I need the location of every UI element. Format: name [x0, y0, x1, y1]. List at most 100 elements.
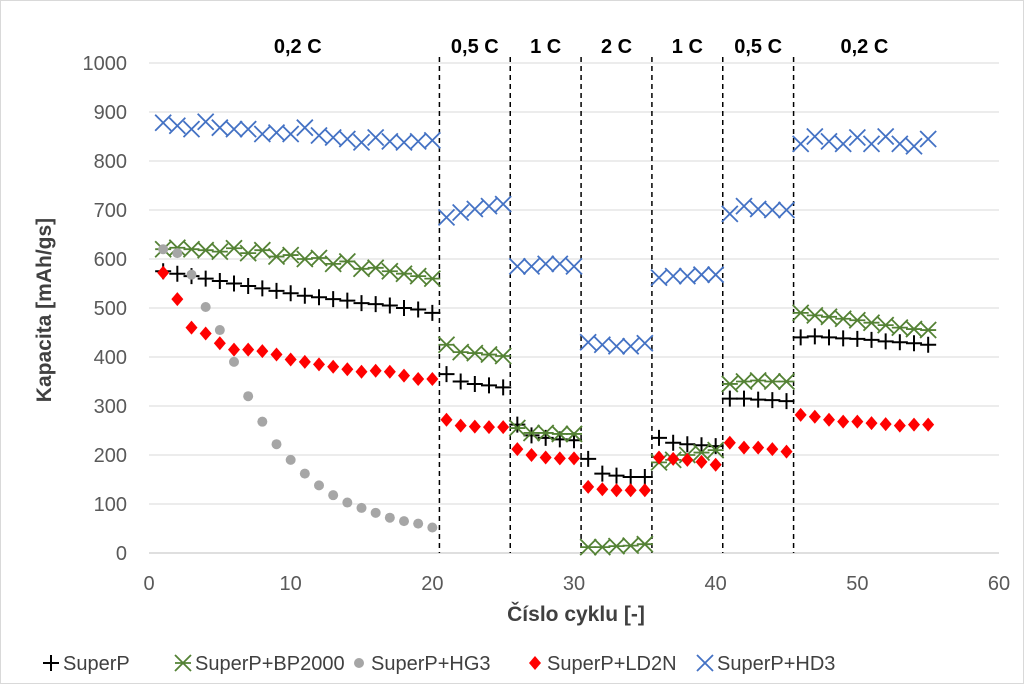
- data-point: [338, 130, 356, 148]
- data-point: [282, 125, 300, 143]
- series-superp-ld2n: [157, 265, 935, 498]
- data-point: [339, 292, 356, 309]
- data-point: [511, 442, 524, 457]
- data-point: [497, 420, 510, 435]
- data-point: [257, 416, 268, 427]
- data-point: [438, 366, 455, 383]
- data-point: [409, 132, 427, 151]
- legend-item: SuperP+BP2000: [174, 653, 345, 675]
- data-point: [763, 201, 781, 219]
- legend-label: SuperP+HG3: [371, 653, 491, 675]
- data-point: [919, 321, 937, 339]
- data-point: [525, 448, 538, 462]
- data-point: [211, 119, 229, 137]
- data-point: [695, 454, 708, 469]
- data-point: [296, 119, 314, 137]
- data-point: [651, 429, 667, 446]
- gridlines: [149, 62, 999, 554]
- data-point: [638, 483, 651, 498]
- data-point: [893, 418, 906, 433]
- data-point: [381, 262, 399, 280]
- data-point: [466, 200, 484, 218]
- data-point: [834, 135, 852, 153]
- data-point: [352, 133, 371, 152]
- rate-label: 0,5 C: [451, 36, 499, 58]
- data-point: [310, 126, 328, 145]
- data-point: [508, 419, 526, 437]
- series-superp-bp2000: [154, 239, 937, 556]
- data-point: [721, 205, 739, 223]
- data-point: [806, 328, 823, 345]
- data-point: [891, 334, 908, 351]
- data-point: [327, 359, 340, 374]
- data-point: [228, 342, 240, 357]
- data-point: [282, 285, 299, 302]
- data-point: [186, 269, 197, 280]
- data-point: [622, 537, 640, 555]
- data-point: [764, 392, 781, 409]
- data-point: [877, 333, 894, 350]
- data-point: [466, 375, 483, 392]
- y-tick-label: 1000: [83, 53, 128, 75]
- y-tick-label: 200: [94, 445, 127, 467]
- data-point: [594, 465, 611, 482]
- data-point: [423, 269, 441, 288]
- data-point: [565, 425, 583, 443]
- data-point: [721, 375, 739, 393]
- data-point: [709, 457, 722, 472]
- data-point: [226, 275, 242, 292]
- data-point: [610, 483, 623, 498]
- data-point: [229, 356, 239, 367]
- data-point: [821, 329, 837, 346]
- data-point: [749, 371, 767, 390]
- data-point: [328, 490, 339, 501]
- data-point: [721, 390, 738, 407]
- data-point: [723, 435, 736, 450]
- data-point: [423, 131, 441, 150]
- data-point: [823, 412, 835, 427]
- data-point: [367, 259, 385, 277]
- y-tick-label: 300: [94, 396, 127, 418]
- data-point: [367, 296, 384, 313]
- x-tick-label: 50: [846, 573, 868, 595]
- data-point: [381, 132, 399, 151]
- data-point: [494, 195, 512, 213]
- data-point: [763, 372, 781, 391]
- data-point: [494, 347, 512, 365]
- data-point: [820, 308, 838, 326]
- data-point: [582, 479, 595, 494]
- data-point: [622, 469, 639, 486]
- data-point: [299, 468, 310, 479]
- data-point: [267, 247, 286, 266]
- data-point: [553, 451, 566, 466]
- data-point: [200, 302, 211, 313]
- data-point: [837, 414, 850, 429]
- data-point: [342, 497, 353, 508]
- legend-marker: [696, 654, 714, 672]
- data-point: [522, 424, 541, 442]
- data-point: [806, 127, 824, 146]
- data-point: [920, 336, 937, 353]
- data-point: [636, 535, 654, 553]
- y-tick-label: 600: [94, 249, 127, 271]
- legend-marker: [354, 658, 364, 668]
- data-point: [356, 502, 367, 513]
- data-point: [466, 344, 484, 362]
- data-point: [622, 337, 640, 355]
- data-point: [243, 391, 254, 402]
- data-point: [568, 451, 580, 466]
- data-point: [692, 266, 711, 284]
- data-point: [324, 128, 342, 147]
- data-point: [480, 345, 498, 364]
- data-point: [636, 469, 653, 486]
- data-point: [395, 265, 413, 283]
- x-tick-label: 60: [988, 573, 1010, 595]
- data-point: [750, 391, 767, 408]
- data-point: [879, 417, 892, 432]
- data-point: [211, 243, 229, 261]
- data-point: [922, 417, 935, 432]
- data-point: [367, 128, 385, 147]
- data-point: [256, 344, 269, 359]
- data-point: [749, 200, 767, 218]
